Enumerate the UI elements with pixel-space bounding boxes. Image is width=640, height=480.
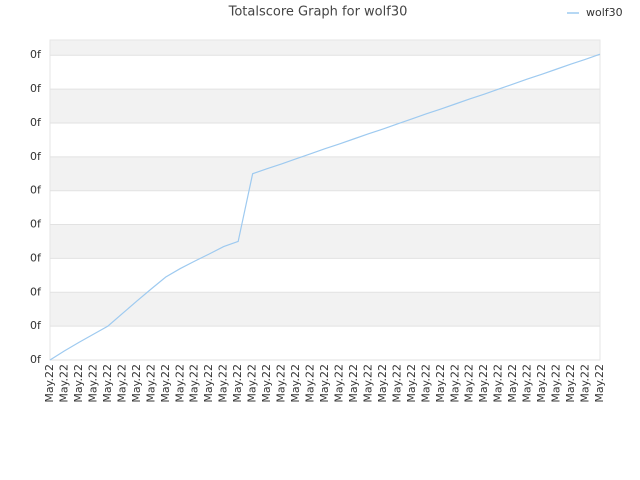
x-tick-label: May.22 (159, 364, 172, 403)
band (50, 224, 600, 259)
x-tick-label: May.22 (463, 364, 476, 403)
x-tick-label: May.22 (550, 364, 563, 403)
y-tick-label: 0f (30, 251, 42, 264)
x-tick-label: May.22 (593, 364, 606, 403)
y-tick-label: 0f (30, 48, 42, 61)
x-tick-label: May.22 (477, 364, 490, 403)
x-tick-label: May.22 (361, 364, 374, 403)
chart-title: Totalscore Graph for wolf30 (228, 5, 408, 20)
x-tick-label: May.22 (57, 364, 70, 403)
x-tick-label: May.22 (72, 364, 85, 403)
x-tick-label: May.22 (289, 364, 302, 403)
x-tick-label: May.22 (332, 364, 345, 403)
x-tick-label: May.22 (304, 364, 317, 403)
x-tick-label: May.22 (231, 364, 244, 403)
x-tick-label: May.22 (246, 364, 259, 403)
x-tick-label: May.22 (188, 364, 201, 403)
band (50, 40, 600, 56)
x-tick-label: May.22 (318, 364, 331, 403)
x-tick-label: May.22 (130, 364, 143, 403)
x-tick-label: May.22 (492, 364, 505, 403)
x-tick-label: May.22 (202, 364, 215, 403)
x-tick-label: May.22 (347, 364, 360, 403)
x-tick-label: May.22 (217, 364, 230, 403)
x-tick-label: May.22 (434, 364, 447, 403)
x-tick-label: May.22 (579, 364, 592, 403)
x-tick-label: May.22 (144, 364, 157, 403)
band (50, 156, 600, 191)
x-tick-label: May.22 (448, 364, 461, 403)
x-tick-label: May.22 (115, 364, 128, 403)
x-tick-label: May.22 (101, 364, 114, 403)
y-tick-label: 0f (30, 353, 42, 366)
x-tick-label: May.22 (419, 364, 432, 403)
band (50, 89, 600, 123)
x-tick-label: May.22 (564, 364, 577, 403)
band (50, 292, 600, 327)
x-tick-label: May.22 (86, 364, 99, 403)
line (49, 53, 601, 361)
y-tick-label: 0f (30, 82, 42, 95)
y-tick-label: 0f (30, 150, 42, 163)
x-tick-label: May.22 (535, 364, 548, 403)
x-tick-label: May.22 (173, 364, 186, 403)
x-tick-label: May.22 (521, 364, 534, 403)
x-tick-label: May.22 (260, 364, 273, 403)
y-tick-label: 0f (30, 319, 42, 332)
legend-label: wolf30 (586, 6, 623, 19)
y-tick-label: 0f (30, 116, 42, 129)
x-tick-label: May.22 (275, 364, 288, 403)
y-tick-label: 0f (30, 285, 42, 298)
x-tick-label: May.22 (376, 364, 389, 403)
x-tick-label: May.22 (390, 364, 403, 403)
y-tick-label: 0f (30, 184, 42, 197)
x-tick-label: May.22 (405, 364, 418, 403)
x-tick-label: May.22 (43, 364, 56, 403)
y-tick-label: 0f (30, 218, 42, 231)
x-tick-label: May.22 (506, 364, 519, 403)
